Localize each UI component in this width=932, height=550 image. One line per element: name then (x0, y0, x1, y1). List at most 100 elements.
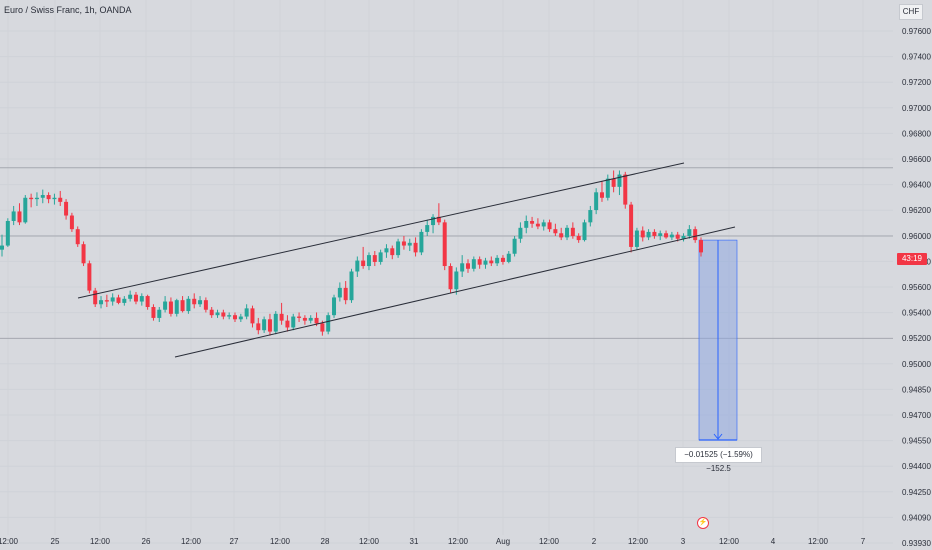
candle-body (390, 248, 395, 256)
price-tick-label: 0.94850 (902, 385, 931, 394)
time-axis[interactable]: 12:00 25 12:00 26 12:00 27 12:00 28 12:00 31 12:00… (0, 537, 866, 546)
candle-body (163, 301, 168, 310)
channel-lines[interactable] (77, 162, 736, 358)
candle-body (273, 313, 278, 332)
price-axis-bg (893, 0, 932, 550)
candle-body (570, 227, 575, 236)
candle-body (52, 197, 57, 200)
price-tick-label: 0.96200 (902, 206, 931, 215)
candle-body (320, 323, 325, 332)
candle-body (40, 195, 45, 198)
candle-body (145, 296, 150, 307)
time-tick-label: Aug (496, 537, 510, 546)
time-tick-label: 12:00 (539, 537, 560, 546)
candle-body (46, 195, 51, 200)
measure-arrow-head (713, 433, 723, 440)
candle-body (233, 315, 237, 320)
time-tick-label: 12:00 (628, 537, 649, 546)
price-tick-label: 0.96400 (902, 181, 931, 190)
candle-body (489, 260, 494, 264)
price-axis[interactable]: 0.97600 0.97400 0.97200 0.97000 0.96800 0.966… (893, 0, 932, 550)
price-tick-label: 0.97600 (902, 27, 931, 36)
candle-body (442, 222, 447, 267)
candle-body (512, 238, 517, 254)
candle-body (535, 223, 540, 227)
time-tick-label: 12:00 (808, 537, 829, 546)
candle-body (122, 298, 127, 303)
candle-body (483, 260, 488, 265)
candle-body (227, 315, 232, 317)
candle-body (209, 309, 214, 316)
candle-body (436, 216, 441, 223)
candle-body (611, 178, 616, 187)
currency-button[interactable]: CHF (899, 4, 923, 20)
candle-body (64, 201, 69, 216)
time-tick-label: 12:00 (0, 537, 19, 546)
candle-body (384, 248, 389, 253)
grid (0, 0, 893, 550)
time-tick-label: 31 (410, 537, 419, 546)
candle-body (524, 220, 529, 228)
time-tick-label: 7 (861, 537, 866, 546)
measure-tool[interactable] (698, 239, 738, 441)
candle-body (133, 294, 138, 302)
candle-body (658, 233, 663, 236)
candle-body (23, 197, 28, 223)
candle-body (267, 319, 272, 332)
price-tick-label: 0.97200 (902, 78, 931, 87)
channel-lower-line (174, 226, 736, 358)
candle-body (337, 287, 342, 298)
time-tick-label: 12:00 (448, 537, 469, 546)
candle-body (198, 300, 203, 305)
candle-body (396, 241, 401, 256)
candle-body (559, 233, 564, 238)
candle-body (669, 234, 674, 238)
candle-body (256, 323, 261, 331)
candle-body (541, 222, 546, 227)
candles (0, 170, 703, 336)
candle-body (343, 287, 348, 301)
candle-body (151, 306, 156, 318)
candle-body (291, 316, 296, 328)
price-tick-label: 0.93930 (902, 539, 931, 548)
candle-body (116, 297, 121, 303)
candle-body (495, 257, 500, 264)
candle-body (238, 316, 243, 320)
candle-body (5, 220, 10, 246)
candle-body (629, 204, 634, 247)
candle-body (297, 316, 302, 318)
candle-body (221, 312, 226, 317)
candle-body (372, 255, 377, 262)
candle-body (349, 271, 354, 301)
candle-body (500, 257, 505, 262)
candle-body (401, 241, 406, 246)
candle-body (104, 300, 109, 302)
last-price-badge: 43:19 (897, 253, 927, 265)
price-tick-label: 0.94550 (902, 437, 931, 446)
candle-body (506, 253, 511, 262)
price-tick-label: 0.96800 (902, 129, 931, 138)
candle-body (0, 245, 4, 250)
price-tick-label: 0.97400 (902, 53, 931, 62)
candle-body (87, 263, 92, 291)
time-tick-label: 4 (771, 537, 776, 546)
time-tick-label: 12:00 (181, 537, 202, 546)
candle-body (279, 313, 284, 321)
candle-body (693, 229, 698, 241)
candle-body (215, 312, 220, 316)
time-tick-label: 28 (321, 537, 330, 546)
lightning-icon[interactable]: ⚡ (697, 517, 709, 529)
candle-body (58, 197, 63, 202)
time-tick-label: 12:00 (719, 537, 740, 546)
time-tick-label: 2 (592, 537, 597, 546)
candle-body (11, 211, 16, 221)
candle-body (250, 308, 255, 324)
channel-upper-line (77, 162, 685, 299)
price-tick-label: 0.94400 (902, 462, 931, 471)
candle-body (17, 211, 22, 223)
candle-body (308, 317, 313, 321)
candle-body (361, 260, 366, 267)
candle-body (599, 192, 604, 198)
